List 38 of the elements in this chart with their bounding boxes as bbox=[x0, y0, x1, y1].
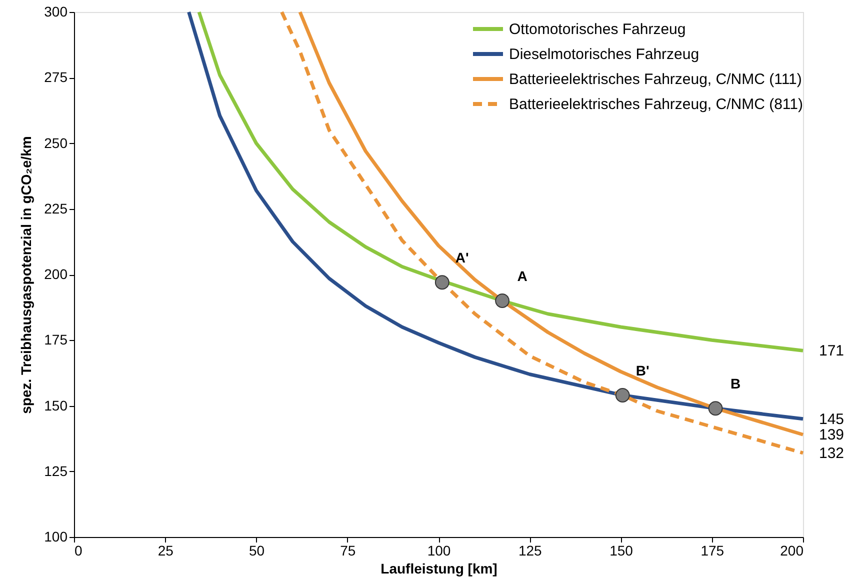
y-tick-label: 100 bbox=[44, 528, 68, 544]
y-tick-label: 125 bbox=[44, 462, 68, 479]
point bbox=[708, 401, 723, 416]
point bbox=[495, 294, 510, 308]
annotation: 171 bbox=[819, 342, 844, 360]
x-tick-label: 200 bbox=[780, 542, 804, 558]
annotation: B' bbox=[636, 362, 650, 378]
y-tick-label: 175 bbox=[44, 332, 68, 348]
y-tick-label: 250 bbox=[44, 134, 68, 151]
point bbox=[434, 275, 450, 290]
x-tick-label: 50 bbox=[248, 542, 265, 558]
x-tick-label: 150 bbox=[610, 542, 634, 558]
legend-label: Batterieelektrisches Fahrzeug, C/NMC (111) bbox=[509, 71, 802, 88]
annotation: 139 bbox=[819, 426, 844, 444]
x-tick-label: 25 bbox=[158, 542, 174, 558]
annotation: A bbox=[517, 268, 528, 284]
y-tick-label: 275 bbox=[44, 69, 68, 86]
line-series bbox=[197, 10, 805, 352]
legend-label: Ottomotorisches Fahrzeug bbox=[509, 21, 686, 38]
x-tick-label: 175 bbox=[700, 542, 724, 558]
x-tick-label: 100 bbox=[427, 542, 451, 558]
x-tick-label: 75 bbox=[340, 542, 356, 558]
annotation: 132 bbox=[819, 445, 844, 462]
annotation: A' bbox=[455, 249, 469, 266]
x-tick-label: 0 bbox=[74, 542, 82, 558]
annotation: 145 bbox=[819, 410, 844, 428]
y-axis-title: spez. Treibhausgaspotenzial in gCO₂e/km bbox=[18, 136, 34, 414]
y-tick-label: 225 bbox=[44, 200, 68, 216]
line-series bbox=[187, 10, 805, 421]
annotation: B bbox=[730, 375, 741, 392]
y-tick-label: 300 bbox=[44, 4, 68, 20]
legend-label: Batterieelektrisches Fahrzeug, C/NMC (811) bbox=[509, 96, 803, 113]
y-tick-label: 150 bbox=[44, 397, 68, 414]
y-tick-label: 200 bbox=[44, 266, 68, 282]
x-axis-title: Laufleistung [km] bbox=[380, 560, 498, 576]
legend-label: Dieselmotorisches Fahrzeug bbox=[509, 46, 700, 63]
x-tick-label: 125 bbox=[518, 542, 542, 558]
point bbox=[615, 388, 630, 402]
